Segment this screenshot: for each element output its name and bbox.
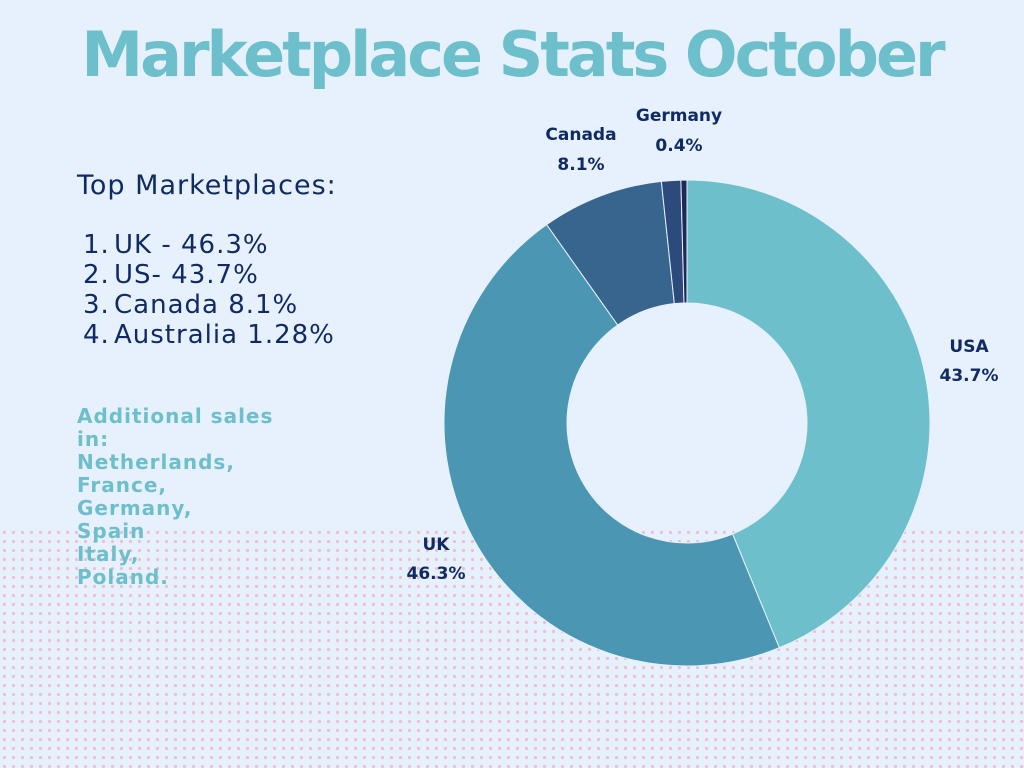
additional-sales-line: Germany,: [77, 496, 193, 520]
additional-sales-line: Spain: [77, 519, 146, 543]
slice-value-label: 0.4%: [655, 136, 702, 156]
donut-slice-usa: [686, 179, 931, 649]
slice-name-label: UK: [423, 535, 451, 555]
slice-name-label: Canada: [545, 125, 616, 145]
list-number: 1.: [83, 230, 110, 260]
list-item: 4. Australia 1.28%: [83, 320, 335, 350]
top-marketplaces-list: 1. UK - 46.3% 2. US- 43.7% 3. Canada 8.1% 4…: [83, 230, 335, 350]
donut-slice-uk: [443, 223, 780, 667]
list-text: Canada 8.1%: [114, 290, 299, 320]
slice-name-label: USA: [949, 337, 989, 357]
list-number: 4.: [83, 320, 110, 350]
donut-slice-germany: [680, 179, 688, 304]
page-title: Marketplace Stats October: [81, 18, 945, 91]
additional-sales-line: Poland.: [77, 565, 169, 589]
slice-value-label: 46.3%: [407, 564, 466, 584]
list-text: Australia 1.28%: [114, 320, 335, 350]
list-item: 3. Canada 8.1%: [83, 290, 335, 320]
additional-sales-text: Additional sales in: Netherlands, France…: [77, 405, 317, 589]
list-text: UK - 46.3%: [114, 230, 269, 260]
slice-value-label: 8.1%: [557, 155, 604, 175]
slice-value-label: 43.7%: [940, 366, 999, 386]
top-marketplaces-heading: Top Marketplaces:: [77, 170, 337, 201]
list-item: 2. US- 43.7%: [83, 260, 335, 290]
list-item: 1. UK - 46.3%: [83, 230, 335, 260]
list-number: 2.: [83, 260, 110, 290]
additional-sales-line: Netherlands,: [77, 450, 235, 474]
additional-sales-line: Italy,: [77, 542, 140, 566]
list-number: 3.: [83, 290, 110, 320]
additional-sales-line: Additional sales: [77, 404, 274, 428]
additional-sales-line: France,: [77, 473, 167, 497]
additional-sales-line: in:: [77, 427, 110, 451]
slice-name-label: Germany: [636, 106, 722, 126]
list-text: US- 43.7%: [114, 260, 259, 290]
